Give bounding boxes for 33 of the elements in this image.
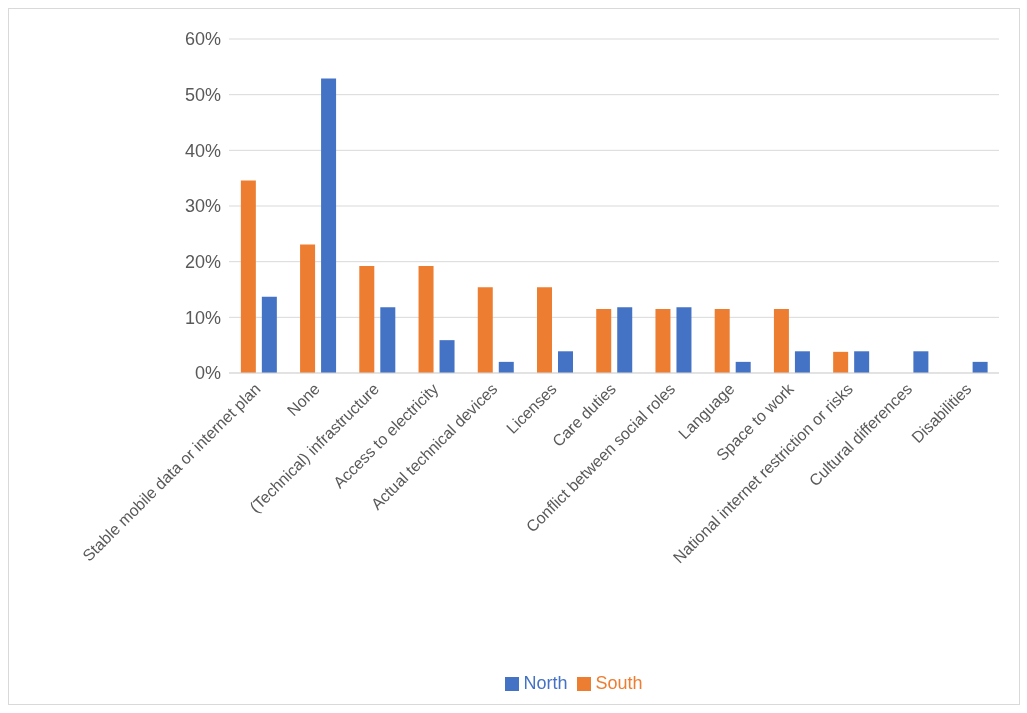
y-tick-label: 20% xyxy=(184,252,221,273)
bar xyxy=(794,351,810,373)
bar xyxy=(655,308,671,373)
bar xyxy=(596,308,612,373)
bar xyxy=(439,340,455,373)
bar xyxy=(477,287,493,373)
y-tick-label: 30% xyxy=(184,196,221,217)
bar xyxy=(380,307,396,373)
bar xyxy=(558,351,573,373)
bar xyxy=(714,308,730,373)
bar xyxy=(359,266,375,373)
y-tick-label: 40% xyxy=(184,140,221,161)
bar xyxy=(261,296,277,373)
y-tick-label: 60% xyxy=(184,29,221,50)
bar xyxy=(498,361,514,373)
bar xyxy=(972,361,988,373)
bar xyxy=(240,180,256,373)
bar xyxy=(617,307,633,373)
bar xyxy=(833,351,849,373)
bar xyxy=(418,266,434,373)
bar xyxy=(854,351,870,373)
bar xyxy=(735,361,751,373)
legend-label: South xyxy=(595,673,643,693)
bar xyxy=(300,244,316,373)
y-tick-label: 10% xyxy=(184,307,221,328)
bar xyxy=(773,308,789,373)
bar xyxy=(321,78,337,373)
bar xyxy=(537,287,552,373)
bar xyxy=(913,351,929,373)
bar xyxy=(676,307,692,373)
y-tick-label: 50% xyxy=(184,85,221,106)
legend-label: North xyxy=(523,673,568,693)
y-tick-label: 0% xyxy=(194,363,221,384)
